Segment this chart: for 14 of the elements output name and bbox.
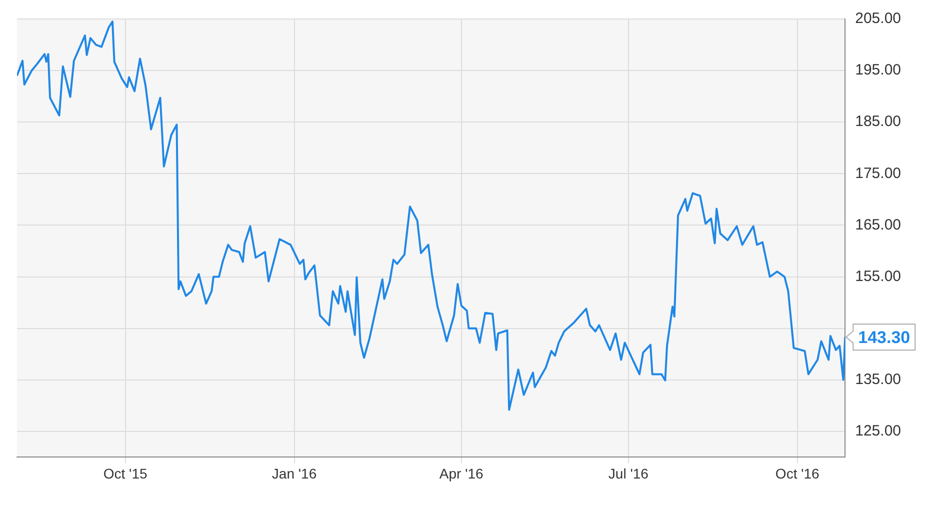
annotation: 143.30 — [858, 328, 910, 347]
y-tick-label: 135.00 — [855, 371, 902, 388]
x-tick-label: Apr '16 — [439, 465, 484, 482]
y-tick-label: 165.00 — [855, 216, 902, 234]
y-tick-label: 155.00 — [855, 268, 902, 285]
y-tick-label: 125.00 — [855, 422, 902, 440]
x-tick-label: Oct '15 — [103, 465, 148, 482]
x-tick-label: Jul '16 — [608, 465, 649, 482]
x-tick-label: Jan '16 — [272, 465, 317, 482]
x-tick-label: Oct '16 — [775, 465, 820, 482]
y-tick-label: 195.00 — [855, 62, 902, 79]
y-tick-label: 205.00 — [855, 10, 902, 28]
y-tick-label: 185.00 — [855, 113, 902, 130]
y-tick-label: 175.00 — [855, 164, 902, 182]
